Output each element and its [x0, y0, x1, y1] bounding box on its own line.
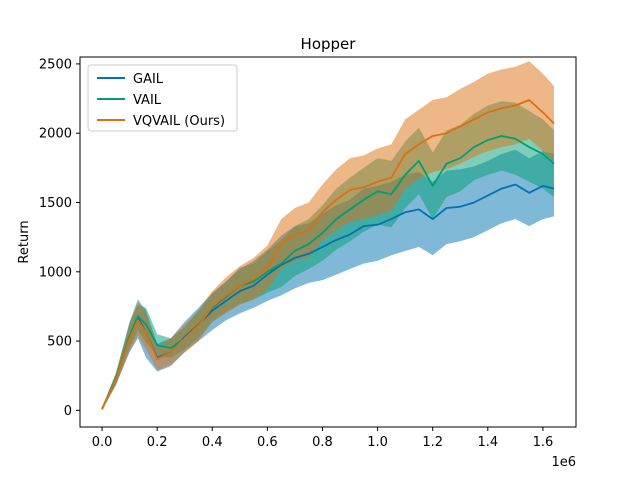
legend-label-vail: VAIL [133, 93, 162, 108]
series-lines [101, 99, 555, 410]
line-vail [101, 135, 555, 410]
x-tick-label: 0.0 [92, 435, 113, 450]
x-tick-label: 0.6 [257, 435, 278, 450]
y-tick-label: 2500 [39, 57, 72, 72]
x-axis: 0.0 0.2 0.4 0.6 0.8 1.0 1.2 1.4 1.6 [92, 427, 554, 450]
plot-frame [79, 56, 577, 428]
y-tick-label: 1000 [39, 265, 72, 280]
y-tick-label: 0 [64, 404, 72, 419]
legend-label-vqvail-ours: VQVAIL (Ours) [133, 114, 225, 129]
x-tick-label: 1.2 [422, 435, 443, 450]
x-tick-label: 1.4 [477, 435, 498, 450]
band-vail [102, 101, 554, 411]
x-tick-label: 0.8 [312, 435, 333, 450]
y-tick-label: 2000 [39, 127, 72, 142]
legend-box [87, 64, 238, 132]
x-tick-label: 1.0 [367, 435, 388, 450]
x-tick-label: 0.2 [147, 435, 168, 450]
y-axis: 0 500 1000 1500 2000 2500 [39, 57, 80, 419]
line-vqvail-ours [101, 99, 555, 410]
band-vqvail-ours [102, 61, 554, 411]
x-tick-label: 1.6 [533, 435, 554, 450]
x-axis-offset-label: 1e6 [551, 455, 576, 470]
y-tick-label: 500 [47, 335, 72, 350]
chart-title: Hopper [301, 35, 357, 53]
y-tick-label: 1500 [39, 196, 72, 211]
y-axis-title: Return [17, 220, 32, 263]
confidence-bands [102, 61, 554, 411]
x-tick-label: 0.4 [202, 435, 223, 450]
legend-label-gail: GAIL [133, 72, 164, 87]
band-gail [102, 149, 554, 411]
legend: GAIL VAIL VQVAIL (Ours) [87, 64, 238, 132]
